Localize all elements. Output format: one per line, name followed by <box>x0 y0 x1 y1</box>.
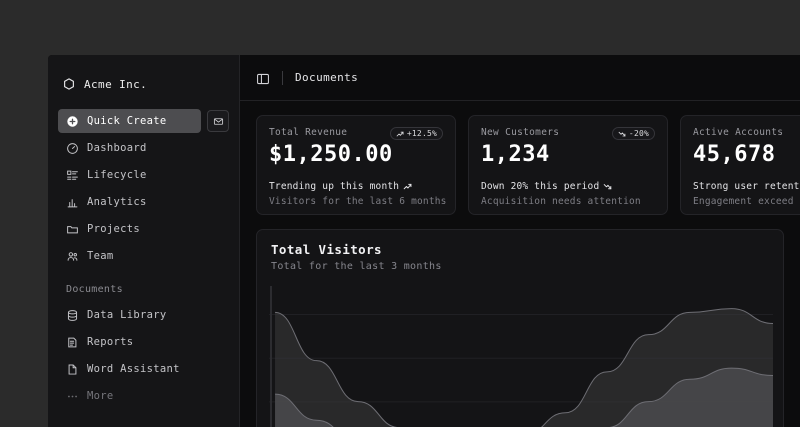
card-title: Total Revenue <box>269 127 348 138</box>
chart-panel: Total Visitors Total for the last 3 mont… <box>256 229 784 427</box>
quick-create-row: Quick Create <box>48 109 239 133</box>
card-note: Down 20% this period <box>481 181 655 192</box>
card-footer: Strong user retention Engagement exceed … <box>693 181 800 207</box>
card-value: 45,678 <box>693 142 776 167</box>
chart-header: Total Visitors Total for the last 3 mont… <box>257 242 783 272</box>
sidebar-item-label: More <box>87 390 114 402</box>
sidebar-nav: Quick Create Dashboard Lifecycle <box>48 109 239 408</box>
sidebar-item-more[interactable]: More <box>58 384 229 408</box>
stat-card-total-revenue[interactable]: Total Revenue +12.5% $1,250.00 Trending … <box>256 115 456 215</box>
sidebar-item-dashboard[interactable]: Dashboard <box>58 136 229 160</box>
card-title: Active Accounts <box>693 127 784 138</box>
stat-cards: Total Revenue +12.5% $1,250.00 Trending … <box>256 115 800 215</box>
sidebar-item-team[interactable]: Team <box>58 244 229 268</box>
sidebar-section-label: Documents <box>66 284 123 295</box>
lifecycle-icon <box>66 169 79 182</box>
chart-body <box>257 286 783 427</box>
analytics-icon <box>66 196 79 209</box>
badge-label: +12.5% <box>406 129 437 138</box>
sidebar-item-label: Dashboard <box>87 142 147 154</box>
card-note-label: Trending up this month <box>269 181 400 192</box>
card-subtext: Acquisition needs attention <box>481 196 641 207</box>
sidebar-item-label: Lifecycle <box>87 169 147 181</box>
card-value: 1,234 <box>481 142 550 167</box>
sidebar-item-quick-create[interactable]: Quick Create <box>58 109 201 133</box>
sidebar-item-projects[interactable]: Projects <box>58 217 229 241</box>
chart-subtitle: Total for the last 3 months <box>271 261 442 272</box>
topbar-divider <box>282 70 283 85</box>
ellipsis-icon <box>66 390 79 403</box>
sidebar-item-lifecycle[interactable]: Lifecycle <box>58 163 229 187</box>
sidebar-item-label: Reports <box>87 336 134 348</box>
sidebar: Acme Inc. Quick Create <box>48 55 240 427</box>
sidebar-item-analytics[interactable]: Analytics <box>58 190 229 214</box>
status-badge: -20% <box>611 127 655 140</box>
topbar: Documents <box>240 55 800 101</box>
trending-up-icon <box>403 183 412 190</box>
breadcrumb: Documents <box>295 71 359 84</box>
total-visitors-area-chart[interactable] <box>269 286 773 427</box>
sidebar-item-label: Analytics <box>87 196 147 208</box>
trending-down-icon <box>604 184 612 190</box>
sidebar-item-word-assistant[interactable]: Word Assistant <box>58 357 229 381</box>
database-icon <box>66 309 79 322</box>
card-note-label: Down 20% this period <box>481 181 600 192</box>
sidebar-item-label: Team <box>87 250 114 262</box>
stat-card-new-customers[interactable]: New Customers -20% 1,234 Down 20% this p… <box>468 115 668 215</box>
card-note: Trending up this month <box>269 181 443 192</box>
app-window: Acme Inc. Quick Create <box>48 55 800 427</box>
sidebar-item-reports[interactable]: Reports <box>58 330 229 354</box>
mail-icon <box>213 117 223 125</box>
card-subtext: Visitors for the last 6 months <box>269 196 447 207</box>
status-badge: +12.5% <box>389 127 443 140</box>
hexagon-logo-icon <box>62 77 76 91</box>
brand-label: Acme Inc. <box>84 77 148 91</box>
card-note-label: Strong user retention <box>693 181 800 192</box>
card-note: Strong user retention <box>693 181 800 192</box>
card-value: $1,250.00 <box>269 142 393 167</box>
sidebar-item-label: Projects <box>87 223 140 235</box>
trending-up-icon <box>396 131 404 136</box>
brand[interactable]: Acme Inc. <box>48 67 239 97</box>
card-subtext: Engagement exceed targets <box>693 196 800 207</box>
plus-circle-icon <box>66 115 79 128</box>
file-text-icon <box>66 363 79 376</box>
main-area: Documents Total Revenue +12.5% $1,250.00 <box>240 55 800 427</box>
sidebar-item-data-library[interactable]: Data Library <box>58 303 229 327</box>
card-header: Active Accounts +12.5% <box>693 127 800 140</box>
trending-down-icon <box>618 131 626 136</box>
badge-label: -20% <box>628 129 649 138</box>
card-footer: Down 20% this period Acquisition needs a… <box>481 181 655 207</box>
sidebar-toggle-icon[interactable] <box>256 71 270 85</box>
card-footer: Trending up this month Visitors for the … <box>269 181 447 207</box>
mail-button[interactable] <box>207 110 229 132</box>
card-header: Total Revenue +12.5% <box>269 127 443 140</box>
sidebar-item-label: Quick Create <box>87 115 167 127</box>
stat-card-active-accounts[interactable]: Active Accounts +12.5% 45,678 Strong use… <box>680 115 800 215</box>
sidebar-item-label: Word Assistant <box>87 363 180 375</box>
team-icon <box>66 250 79 263</box>
folder-icon <box>66 223 79 236</box>
card-title: New Customers <box>481 127 560 138</box>
dashboard-icon <box>66 142 79 155</box>
sidebar-item-label: Data Library <box>87 309 167 321</box>
content-area: Total Revenue +12.5% $1,250.00 Trending … <box>240 101 800 427</box>
report-icon <box>66 336 79 349</box>
chart-title: Total Visitors <box>271 242 382 257</box>
card-header: New Customers -20% <box>481 127 655 140</box>
